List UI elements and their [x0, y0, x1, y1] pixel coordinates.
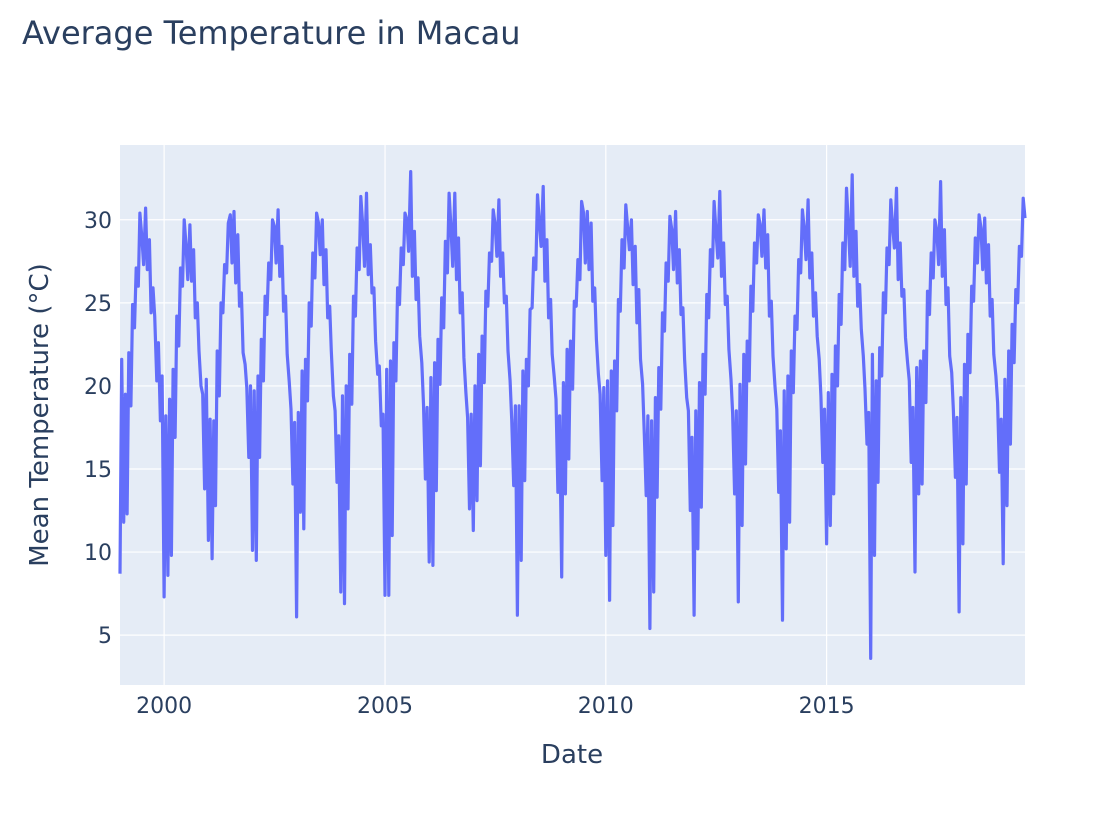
- x-tick-label: 2015: [799, 694, 855, 719]
- x-tick-label: 2000: [136, 694, 192, 719]
- y-tick-label: 10: [84, 541, 112, 566]
- series-group: [118, 170, 1027, 661]
- y-axis-ticks: 5 10 15 20 25 30: [84, 209, 112, 649]
- x-axis-title: Date: [541, 740, 603, 770]
- x-tick-label: 2005: [357, 694, 413, 719]
- x-tick-label: 2010: [578, 694, 634, 719]
- temperature-series-line: [118, 170, 1027, 661]
- y-tick-label: 30: [84, 209, 112, 234]
- y-tick-label: 5: [98, 624, 112, 649]
- y-tick-label: 25: [84, 292, 112, 317]
- y-tick-label: 15: [84, 458, 112, 483]
- y-axis-title: Mean Temperature (°C): [25, 263, 55, 567]
- chart-title: Average Temperature in Macau: [22, 14, 521, 52]
- x-axis-ticks: 2000 2005 2010 2015: [136, 694, 854, 719]
- y-tick-label: 20: [84, 375, 112, 400]
